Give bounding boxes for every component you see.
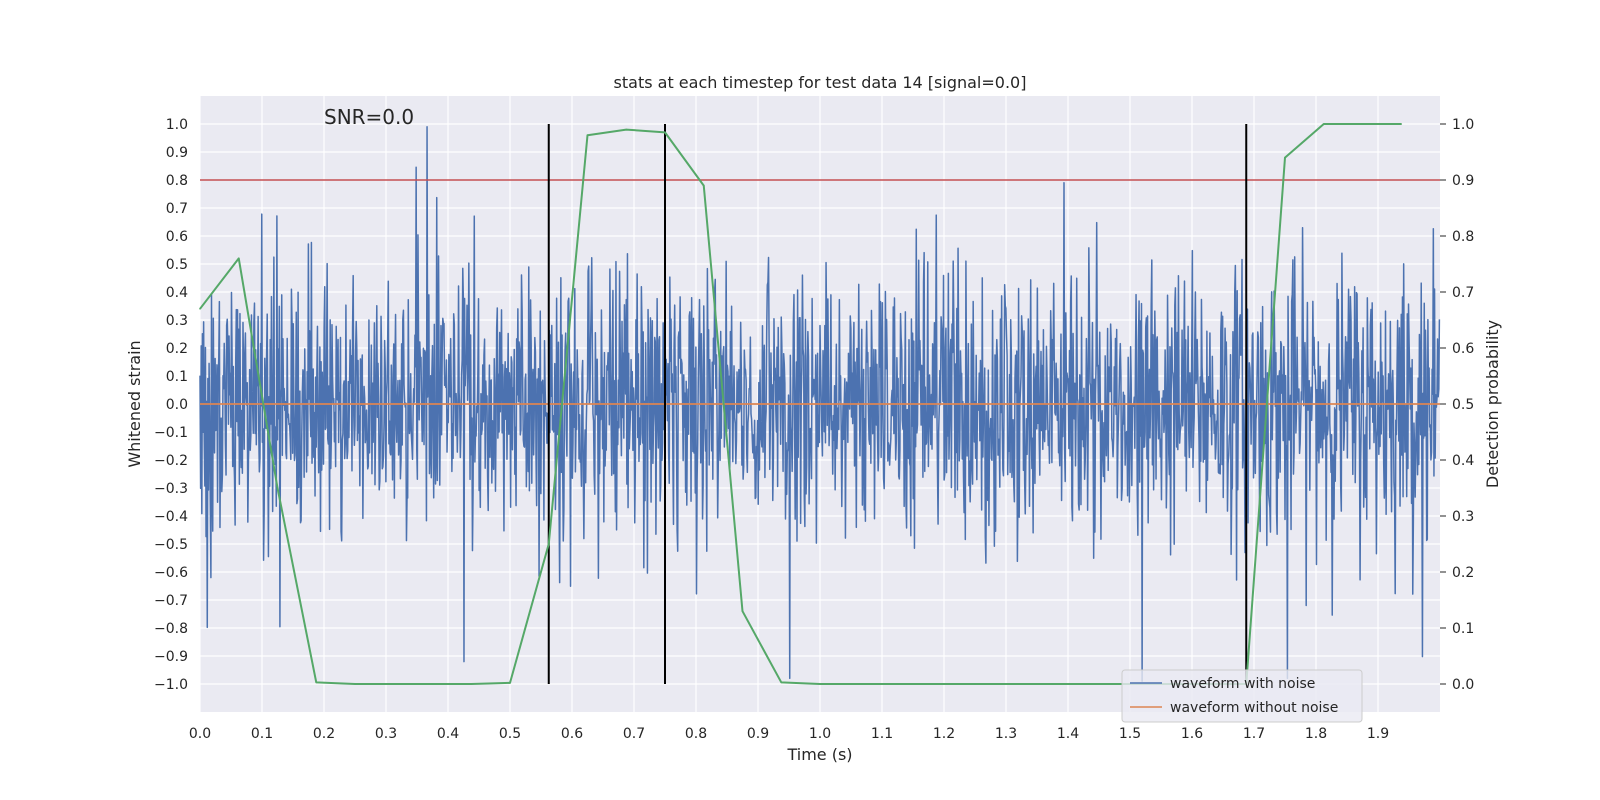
y-tick-label: 0.3 bbox=[166, 313, 188, 329]
y-tick-label: −0.9 bbox=[154, 649, 188, 665]
y-tick-label: −0.1 bbox=[154, 425, 188, 441]
y-tick-label: −0.6 bbox=[154, 565, 188, 581]
y-tick-label: 0.7 bbox=[166, 201, 188, 217]
legend: waveform with noise waveform without noi… bbox=[1121, 669, 1363, 723]
detection-probability-point bbox=[315, 681, 318, 684]
x-tick-label: 0.0 bbox=[189, 726, 211, 742]
legend-label-noise: waveform with noise bbox=[1170, 676, 1315, 692]
detection-probability-point bbox=[625, 128, 628, 131]
detection-probability-point bbox=[1051, 683, 1054, 685]
x-tick-label: 1.9 bbox=[1367, 726, 1389, 742]
detection-probability-point bbox=[741, 610, 744, 612]
y-tick-label: −1.0 bbox=[154, 677, 188, 693]
y-right-tick-label: 0.0 bbox=[1452, 677, 1474, 693]
y-tick-label: 0.4 bbox=[166, 285, 188, 301]
y-right-tick-label: 1.0 bbox=[1452, 117, 1474, 133]
y-tick-label: 0.8 bbox=[166, 173, 188, 189]
waveform-with-noise-line bbox=[199, 126, 1441, 682]
x-tick-label: 1.2 bbox=[933, 726, 955, 742]
detection-probability-point bbox=[974, 683, 976, 685]
detection-probability-point bbox=[780, 681, 783, 684]
y-tick-label: −0.8 bbox=[154, 621, 188, 637]
legend-label-clean: waveform without noise bbox=[1170, 700, 1338, 716]
y-tick-label: 0.2 bbox=[166, 341, 188, 357]
y-tick-label: 0.9 bbox=[166, 145, 188, 161]
x-tick-label: 0.6 bbox=[561, 726, 583, 742]
detection-probability-point bbox=[1012, 683, 1015, 685]
detection-probability-point bbox=[1400, 123, 1403, 125]
detection-probability-point bbox=[199, 308, 201, 310]
x-tick-label: 0.1 bbox=[251, 726, 273, 742]
x-tick-label: 0.2 bbox=[313, 726, 335, 742]
axes: 0.0 0.1 0.2 0.3 0.4 0.5 0.6 0.7 0.8 0.9 1.0 1.1 1.2 1… bbox=[154, 117, 1474, 742]
x-tick-label: 1.7 bbox=[1243, 726, 1265, 742]
detection-probability-point bbox=[896, 683, 899, 685]
y-right-tick-label: 0.1 bbox=[1452, 621, 1474, 637]
detection-probability-point bbox=[431, 683, 434, 685]
snr-annotation: SNR=0.0 bbox=[324, 105, 414, 129]
detection-probability-point bbox=[1322, 123, 1325, 125]
detection-probability-point bbox=[935, 683, 938, 685]
detection-probability-point bbox=[819, 683, 821, 685]
detection-probability-point bbox=[392, 683, 395, 685]
detection-probability-point bbox=[276, 487, 279, 489]
x-tick-label: 0.9 bbox=[747, 726, 769, 742]
x-tick-label: 1.1 bbox=[871, 726, 893, 742]
y-tick-label: −0.2 bbox=[154, 453, 188, 469]
x-tick-label: 0.5 bbox=[499, 726, 521, 742]
detection-probability-point bbox=[702, 184, 705, 187]
x-tick-label: 1.0 bbox=[809, 726, 831, 742]
x-axis-label: Time (s) bbox=[786, 745, 852, 764]
y-right-tick-label: 0.3 bbox=[1452, 509, 1474, 525]
y-tick-label: −0.7 bbox=[154, 593, 188, 609]
y-tick-label: 0.5 bbox=[166, 257, 188, 273]
x-tick-label: 0.4 bbox=[437, 726, 459, 742]
y-tick-label: −0.5 bbox=[154, 537, 188, 553]
x-tick-label: 1.6 bbox=[1181, 726, 1203, 742]
detection-probability-point bbox=[664, 131, 666, 134]
y-axis-label: Whitened strain bbox=[125, 340, 144, 467]
y-tick-label: 1.0 bbox=[166, 117, 188, 133]
detection-probability-point bbox=[1361, 123, 1364, 125]
x-tick-label: 0.3 bbox=[375, 726, 397, 742]
y-tick-label: 0.1 bbox=[166, 369, 188, 385]
noise-series bbox=[199, 126, 1441, 682]
x-tick-label: 1.4 bbox=[1057, 726, 1079, 742]
y-tick-label: 0.6 bbox=[166, 229, 188, 245]
detection-probability-point bbox=[547, 543, 550, 545]
detection-probability-point bbox=[586, 134, 589, 136]
y-right-tick-label: 0.7 bbox=[1452, 285, 1474, 301]
y-right-tick-label: 0.6 bbox=[1452, 341, 1474, 357]
detection-probability-point bbox=[509, 682, 511, 684]
y-right-tick-label: 0.4 bbox=[1452, 453, 1474, 469]
x-tick-label: 1.3 bbox=[995, 726, 1017, 742]
detection-probability-point bbox=[857, 683, 860, 685]
y-tick-label: 0.0 bbox=[166, 397, 188, 413]
y-right-tick-label: 0.8 bbox=[1452, 229, 1474, 245]
detection-probability-point bbox=[354, 683, 356, 685]
y-tick-label: −0.4 bbox=[154, 509, 188, 525]
y-axis-label-right: Detection probability bbox=[1483, 320, 1502, 488]
detection-probability-point bbox=[1090, 683, 1093, 685]
y-right-tick-label: 0.5 bbox=[1452, 397, 1474, 413]
legend-box bbox=[1121, 669, 1363, 723]
chart-title: stats at each timestep for test data 14 … bbox=[614, 73, 1027, 92]
x-tick-label: 0.7 bbox=[623, 726, 645, 742]
x-tick-label: 0.8 bbox=[685, 726, 707, 742]
x-tick-label: 1.5 bbox=[1119, 726, 1141, 742]
detection-probability-point bbox=[470, 683, 473, 685]
detection-probability-point bbox=[1284, 156, 1286, 159]
x-tick-label: 1.8 bbox=[1305, 726, 1327, 742]
y-right-tick-label: 0.9 bbox=[1452, 173, 1474, 189]
y-tick-label: −0.3 bbox=[154, 481, 188, 497]
y-right-tick-label: 0.2 bbox=[1452, 565, 1474, 581]
detection-probability-point bbox=[237, 257, 240, 260]
